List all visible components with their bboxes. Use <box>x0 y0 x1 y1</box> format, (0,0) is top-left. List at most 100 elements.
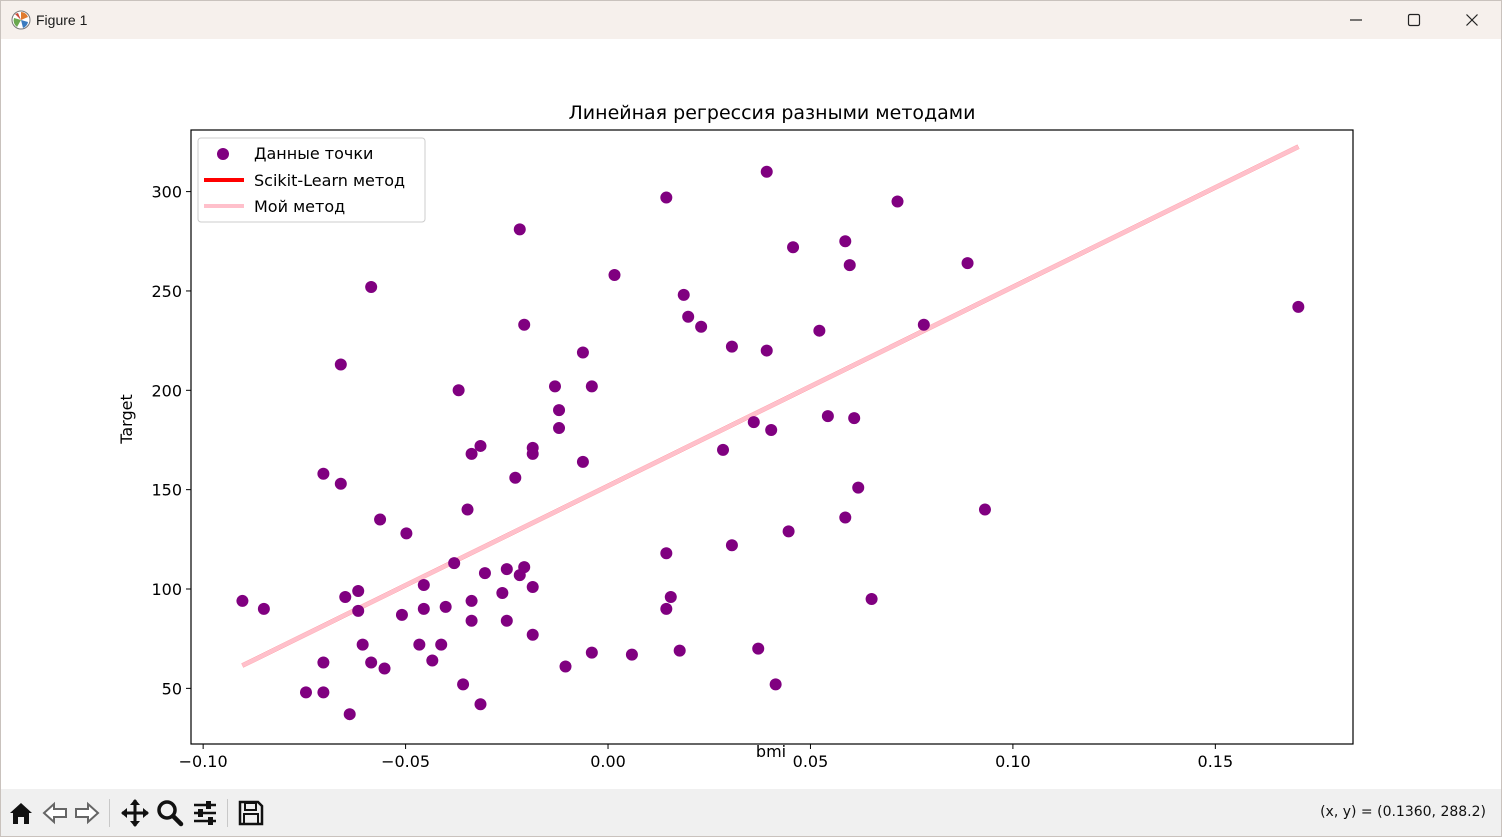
data-point <box>413 638 426 651</box>
chart-title: Линейная регрессия разными методами <box>569 102 976 124</box>
data-point <box>496 586 509 599</box>
minimize-button[interactable] <box>1327 1 1385 39</box>
data-point <box>852 481 865 494</box>
data-point <box>760 165 773 178</box>
data-point <box>787 241 800 254</box>
minimize-icon <box>1350 19 1362 21</box>
zoom-button[interactable] <box>154 797 186 829</box>
data-point <box>478 567 491 580</box>
data-point <box>339 590 352 603</box>
data-point <box>839 235 852 248</box>
close-button[interactable] <box>1443 1 1501 39</box>
toolbar-separator <box>109 799 110 827</box>
data-point <box>448 557 461 570</box>
data-point <box>334 477 347 490</box>
data-point <box>417 579 430 592</box>
data-point <box>513 223 526 236</box>
forward-icon <box>75 801 100 825</box>
x-axis-label: bmi <box>756 742 786 761</box>
data-point <box>518 318 531 331</box>
data-point <box>682 310 695 323</box>
configure-subplots-button[interactable] <box>189 797 221 829</box>
data-point <box>299 686 312 699</box>
data-point <box>400 527 413 540</box>
navigation-toolbar: (x, y) = (0.1360, 288.2) <box>1 789 1501 836</box>
legend-marker-data-points <box>217 148 229 160</box>
data-point <box>813 324 826 337</box>
plot-area[interactable]: −0.10 −0.05 0.00 0.05 0.10 0.15 50 100 150 200 25… <box>1 39 1501 789</box>
save-icon <box>238 800 264 826</box>
title-bar[interactable]: Figure 1 <box>1 1 1501 39</box>
data-point <box>509 471 522 484</box>
data-point <box>725 340 738 353</box>
x-tick-label: 0.10 <box>995 752 1031 771</box>
toolbar-separator <box>227 799 228 827</box>
data-point <box>417 602 430 615</box>
data-point <box>673 644 686 657</box>
home-icon <box>10 803 32 824</box>
zoom-icon <box>157 800 184 827</box>
y-tick-label: 150 <box>151 481 182 500</box>
maximize-icon <box>1407 13 1421 27</box>
data-point <box>769 678 782 691</box>
data-point <box>317 656 330 669</box>
data-point <box>917 318 930 331</box>
data-point <box>474 439 487 452</box>
back-button[interactable] <box>39 797 71 829</box>
cursor-coordinates: (x, y) = (0.1360, 288.2) <box>1320 804 1486 820</box>
data-point <box>608 269 621 282</box>
save-button[interactable] <box>235 797 267 829</box>
data-point <box>625 648 638 661</box>
data-point <box>717 443 730 456</box>
data-point <box>474 698 487 711</box>
legend-label-my-method: Мой метод <box>254 197 345 216</box>
data-point <box>257 602 270 615</box>
data-point <box>752 642 765 655</box>
data-point <box>356 638 369 651</box>
data-point <box>352 604 365 617</box>
forward-button[interactable] <box>71 797 103 829</box>
y-tick-label: 50 <box>162 679 182 698</box>
legend: Данные точки Scikit-Learn метод Мой мето… <box>197 137 426 223</box>
data-point <box>660 602 673 615</box>
data-point <box>978 503 991 516</box>
y-tick-label: 250 <box>151 282 182 301</box>
data-point <box>664 590 677 603</box>
data-point <box>747 416 760 429</box>
back-icon <box>42 801 67 825</box>
data-point <box>961 257 974 270</box>
home-button[interactable] <box>5 797 37 829</box>
data-point <box>725 539 738 552</box>
data-point <box>343 708 356 721</box>
data-point <box>352 584 365 597</box>
data-point <box>518 561 531 574</box>
data-point <box>435 638 448 651</box>
y-axis-label: Target <box>117 394 136 445</box>
data-point <box>500 563 513 576</box>
x-tick-label: 0.00 <box>590 752 626 771</box>
data-point <box>1292 300 1305 313</box>
data-point <box>576 455 589 468</box>
data-point <box>821 410 834 423</box>
close-icon <box>1466 14 1478 26</box>
data-point <box>585 646 598 659</box>
data-point <box>526 581 539 594</box>
legend-label-sklearn: Scikit-Learn метод <box>254 171 405 190</box>
data-point <box>236 594 249 607</box>
regression-chart[interactable]: −0.10 −0.05 0.00 0.05 0.10 0.15 50 100 150 200 25… <box>1 39 1501 789</box>
pan-icon <box>121 799 149 827</box>
data-point <box>500 614 513 627</box>
data-point <box>559 660 572 673</box>
y-tick-label: 100 <box>151 580 182 599</box>
data-point <box>576 346 589 359</box>
data-point <box>461 503 474 516</box>
pan-button[interactable] <box>119 797 151 829</box>
data-point <box>865 592 878 605</box>
data-point <box>891 195 904 208</box>
maximize-button[interactable] <box>1385 1 1443 39</box>
data-point <box>553 404 566 417</box>
x-tick-label: 0.15 <box>1198 752 1234 771</box>
axes-frame <box>190 129 1354 745</box>
x-tick-label: −0.05 <box>381 752 430 771</box>
